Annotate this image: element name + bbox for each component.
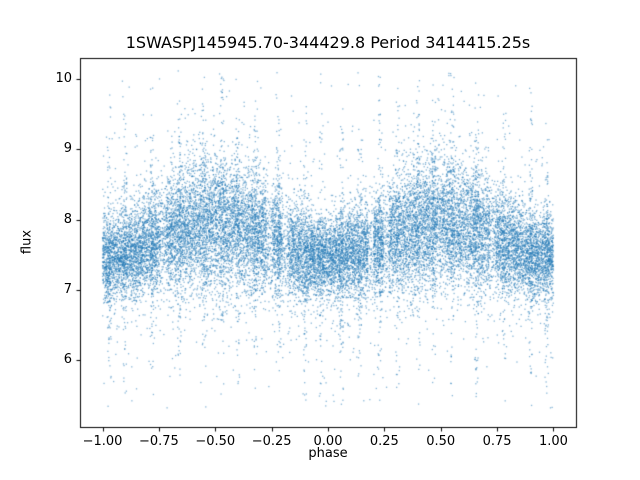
x-tick-label: −0.25 [251, 434, 292, 449]
x-tick-label: −0.75 [138, 434, 179, 449]
chart-title: 1SWASPJ145945.70-344429.8 Period 3414415… [125, 33, 531, 52]
x-tick-label: 0.50 [426, 434, 456, 449]
y-tick-label: 6 [63, 352, 72, 368]
x-tick-label: 0.75 [482, 434, 512, 449]
y-tick-label: 9 [63, 141, 72, 157]
x-tick-label: 0.25 [369, 434, 399, 449]
y-tick-label: 7 [63, 281, 72, 297]
x-tick-label: −1.00 [82, 434, 123, 449]
x-tick-label: 0.00 [313, 434, 343, 449]
x-axis-label: phase [308, 446, 348, 461]
y-axis-label: flux [19, 229, 35, 255]
x-tick-label: −0.50 [195, 434, 236, 449]
x-tick-label: 1.00 [538, 434, 568, 449]
y-tick-label: 8 [63, 211, 72, 227]
y-tick-label: 10 [55, 71, 72, 87]
